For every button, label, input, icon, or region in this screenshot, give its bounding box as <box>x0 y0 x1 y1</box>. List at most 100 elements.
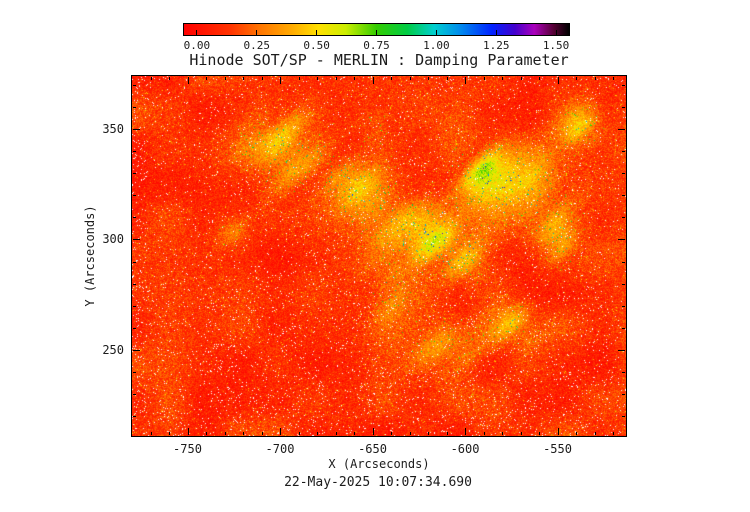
axis-tick <box>280 428 281 435</box>
axis-tick <box>133 394 136 395</box>
axis-tick <box>336 432 337 435</box>
axis-tick <box>373 428 374 435</box>
axis-tick <box>133 151 136 152</box>
axis-tick <box>622 195 625 196</box>
axis-tick <box>410 77 411 80</box>
axis-tick <box>133 173 136 174</box>
axis-tick <box>447 77 448 80</box>
axis-tick <box>618 239 625 240</box>
axis-tick <box>595 77 596 80</box>
axis-tick <box>133 107 136 108</box>
colorbar-tick-label: 1.00 <box>423 39 450 52</box>
y-tick-label: 300 <box>102 232 124 247</box>
colorbar-tick <box>196 30 198 35</box>
axis-tick <box>206 77 207 80</box>
y-tick-label: 350 <box>102 122 124 136</box>
axis-tick <box>484 432 485 435</box>
axis-tick <box>465 77 466 84</box>
axis-tick <box>622 262 625 263</box>
axis-tick <box>133 129 140 130</box>
axis-tick <box>622 328 625 329</box>
colorbar-tick <box>376 30 377 35</box>
axis-tick <box>391 432 392 435</box>
axis-tick <box>133 85 136 86</box>
axis-tick <box>373 77 374 84</box>
axis-tick <box>613 77 614 80</box>
axis-tick <box>133 239 140 240</box>
axis-tick <box>622 394 625 395</box>
axis-tick <box>622 217 625 218</box>
axis-tick <box>133 195 136 196</box>
plot-area <box>131 75 627 437</box>
x-tick-label: -700 <box>265 442 295 456</box>
colorbar-tick-label: 1.25 <box>482 39 510 52</box>
axis-tick <box>169 77 170 80</box>
colorbar-tick-label: 0.25 <box>243 39 271 52</box>
axis-tick <box>133 262 136 263</box>
axis-tick <box>618 129 625 130</box>
axis-tick <box>618 350 625 351</box>
axis-tick <box>447 432 448 435</box>
axis-tick <box>188 77 189 84</box>
chart-title: Hinode SOT/SP - MERLIN : Damping Paramet… <box>189 51 569 69</box>
axis-tick <box>521 432 522 435</box>
axis-tick <box>622 306 625 307</box>
colorbar-tick-label: 0.75 <box>363 39 390 52</box>
axis-tick <box>336 77 337 80</box>
axis-tick <box>169 432 170 435</box>
axis-tick <box>595 432 596 435</box>
axis-tick <box>317 432 318 435</box>
axis-tick <box>243 77 244 80</box>
axis-tick <box>133 217 136 218</box>
x-tick-label: -750 <box>173 442 202 456</box>
axis-tick <box>243 432 244 435</box>
axis-tick <box>280 77 281 84</box>
axis-tick <box>225 432 226 435</box>
heatmap-canvas <box>132 76 626 436</box>
axis-tick <box>622 107 625 108</box>
colorbar-tick <box>256 30 258 35</box>
axis-tick <box>299 77 300 80</box>
axis-tick <box>622 173 625 174</box>
axis-tick <box>133 284 136 285</box>
axis-tick <box>465 428 466 435</box>
axis-tick <box>133 416 136 417</box>
axis-tick <box>354 77 355 80</box>
axis-tick <box>576 77 577 80</box>
axis-tick <box>206 432 207 435</box>
axis-tick <box>151 432 152 435</box>
axis-tick <box>539 432 540 435</box>
colorbar-tick <box>555 30 557 35</box>
colorbar-tick <box>435 30 437 35</box>
axis-tick <box>622 372 625 373</box>
colorbar-tick-label: 0.50 <box>303 39 330 52</box>
axis-tick <box>622 151 625 152</box>
axis-tick <box>428 77 429 80</box>
colorbar-tick-label: 0.00 <box>183 39 211 52</box>
axis-tick <box>317 77 318 80</box>
axis-tick <box>521 77 522 80</box>
axis-tick <box>622 284 625 285</box>
y-axis-label: Y (Arcseconds) <box>83 205 97 307</box>
colorbar-tick <box>495 30 497 35</box>
axis-tick <box>354 432 355 435</box>
axis-tick <box>622 85 625 86</box>
axis-tick <box>225 77 226 80</box>
colorbar-tick <box>316 30 318 35</box>
axis-tick <box>299 432 300 435</box>
colorbar-gradient <box>183 23 570 36</box>
axis-tick <box>391 77 392 80</box>
axis-tick <box>133 306 136 307</box>
axis-tick <box>188 428 189 435</box>
colorbar-tick-label: 1.50 <box>542 39 570 52</box>
x-tick-label: -550 <box>543 442 572 456</box>
x-tick-label: -600 <box>450 442 480 456</box>
axis-tick <box>484 77 485 80</box>
axis-tick <box>539 77 540 80</box>
axis-tick <box>558 428 559 435</box>
axis-tick <box>410 432 411 435</box>
axis-tick <box>262 432 263 435</box>
axis-tick <box>576 432 577 435</box>
x-tick-label: -650 <box>358 442 387 456</box>
